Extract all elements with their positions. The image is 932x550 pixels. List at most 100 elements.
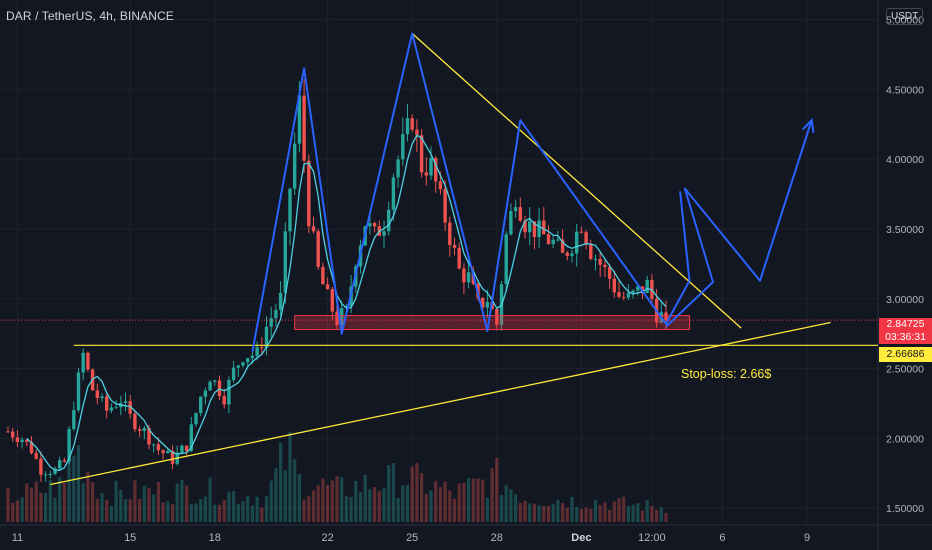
x-tick-label: 12:00: [638, 532, 666, 544]
volume-bar: [260, 507, 264, 522]
candle-body: [462, 268, 466, 283]
candle-body: [81, 352, 85, 373]
volume-bar: [213, 504, 217, 522]
volume-bar: [659, 507, 663, 522]
volume-bar: [467, 478, 471, 522]
volume-bar: [250, 505, 254, 522]
volume-bar: [354, 480, 358, 522]
volume-bar: [452, 498, 457, 522]
candle-body: [11, 431, 15, 438]
candle-body: [466, 272, 471, 283]
candle-body: [401, 134, 405, 160]
volume-bar: [53, 497, 57, 522]
volume-bar: [222, 499, 226, 522]
volume-bar: [269, 480, 273, 522]
current-price-value: 2.84725: [886, 318, 925, 330]
projection-arrowhead: [802, 117, 815, 134]
candle-body: [48, 473, 52, 475]
candle-body: [67, 428, 71, 462]
volume-bar: [368, 489, 372, 522]
volume-bar: [645, 500, 649, 522]
volume-bar: [138, 498, 142, 522]
y-tick-label: 3.50000: [886, 224, 924, 236]
candle-body: [335, 311, 339, 326]
candle-body: [560, 239, 565, 253]
candle-body: [142, 428, 146, 431]
candle-body: [316, 231, 320, 267]
candle-body: [274, 309, 278, 319]
candle-body: [293, 143, 297, 189]
volume-bar: [58, 477, 62, 522]
candle-body: [575, 231, 579, 254]
volume-bar: [95, 498, 99, 522]
candle-body: [410, 118, 414, 130]
volume-bar: [340, 477, 344, 522]
candle-body: [170, 450, 175, 464]
volume-bar: [556, 499, 560, 522]
volume-bar: [631, 504, 635, 522]
candle-body: [513, 207, 518, 211]
candle-body: [509, 210, 513, 235]
candle-body: [405, 118, 410, 135]
candle-body: [523, 220, 527, 233]
price-unit-badge[interactable]: USDT: [886, 8, 924, 25]
candle-body: [485, 302, 490, 308]
volume-bar: [504, 485, 508, 522]
volume-bar: [274, 468, 278, 522]
candle-body: [598, 258, 602, 265]
volume-bar: [608, 510, 612, 522]
candle-body: [269, 318, 273, 327]
support-zone: [294, 315, 690, 331]
candle-body: [166, 450, 170, 454]
candle-body: [189, 424, 193, 452]
candle-body: [180, 445, 184, 453]
moving-average-line: [26, 134, 667, 471]
candle-body: [123, 401, 128, 403]
volume-bar: [457, 483, 461, 522]
volume-bar: [650, 505, 654, 522]
volume-bar: [180, 479, 184, 522]
candle-body: [636, 286, 640, 291]
x-tick-label: 6: [719, 532, 725, 544]
volume-bar: [514, 494, 518, 522]
bar-countdown: 03:36:31: [885, 331, 926, 343]
volume-bar: [434, 480, 438, 522]
candle-body: [325, 284, 330, 290]
candle-body: [419, 135, 424, 173]
volume-bar: [344, 496, 348, 522]
x-tick-label: 25: [406, 532, 418, 544]
volume-bar: [542, 506, 546, 522]
volume-bar: [227, 491, 231, 522]
volume-bar: [81, 483, 85, 522]
volume-bar: [387, 465, 391, 522]
candle-body: [330, 289, 334, 312]
volume-bar: [142, 485, 146, 522]
candle-body: [612, 278, 616, 293]
volume-bar: [288, 432, 292, 522]
volume-bar: [509, 489, 513, 522]
candle-body: [43, 474, 48, 476]
volume-bar: [133, 480, 137, 522]
volume-bar: [86, 471, 90, 522]
volume-bar: [246, 496, 250, 522]
volume-bar: [199, 499, 203, 522]
volume-bar: [29, 487, 34, 522]
y-tick-label: 4.50000: [886, 84, 924, 96]
candle-body: [194, 412, 198, 425]
candle-body: [227, 379, 231, 405]
volume-bar: [570, 496, 574, 522]
volume-bar: [584, 507, 588, 522]
x-tick-label: Dec: [571, 532, 591, 544]
candle-body: [344, 306, 349, 309]
volume-bar: [655, 510, 659, 522]
candle-body: [25, 439, 29, 442]
candle-body: [387, 209, 391, 232]
volume-bar: [391, 463, 395, 522]
candle-body: [537, 220, 541, 238]
candle-body: [147, 428, 151, 445]
candle-body: [424, 172, 428, 176]
volume-bar: [67, 460, 71, 522]
candle-body: [307, 160, 311, 227]
volume-bar: [565, 507, 569, 522]
